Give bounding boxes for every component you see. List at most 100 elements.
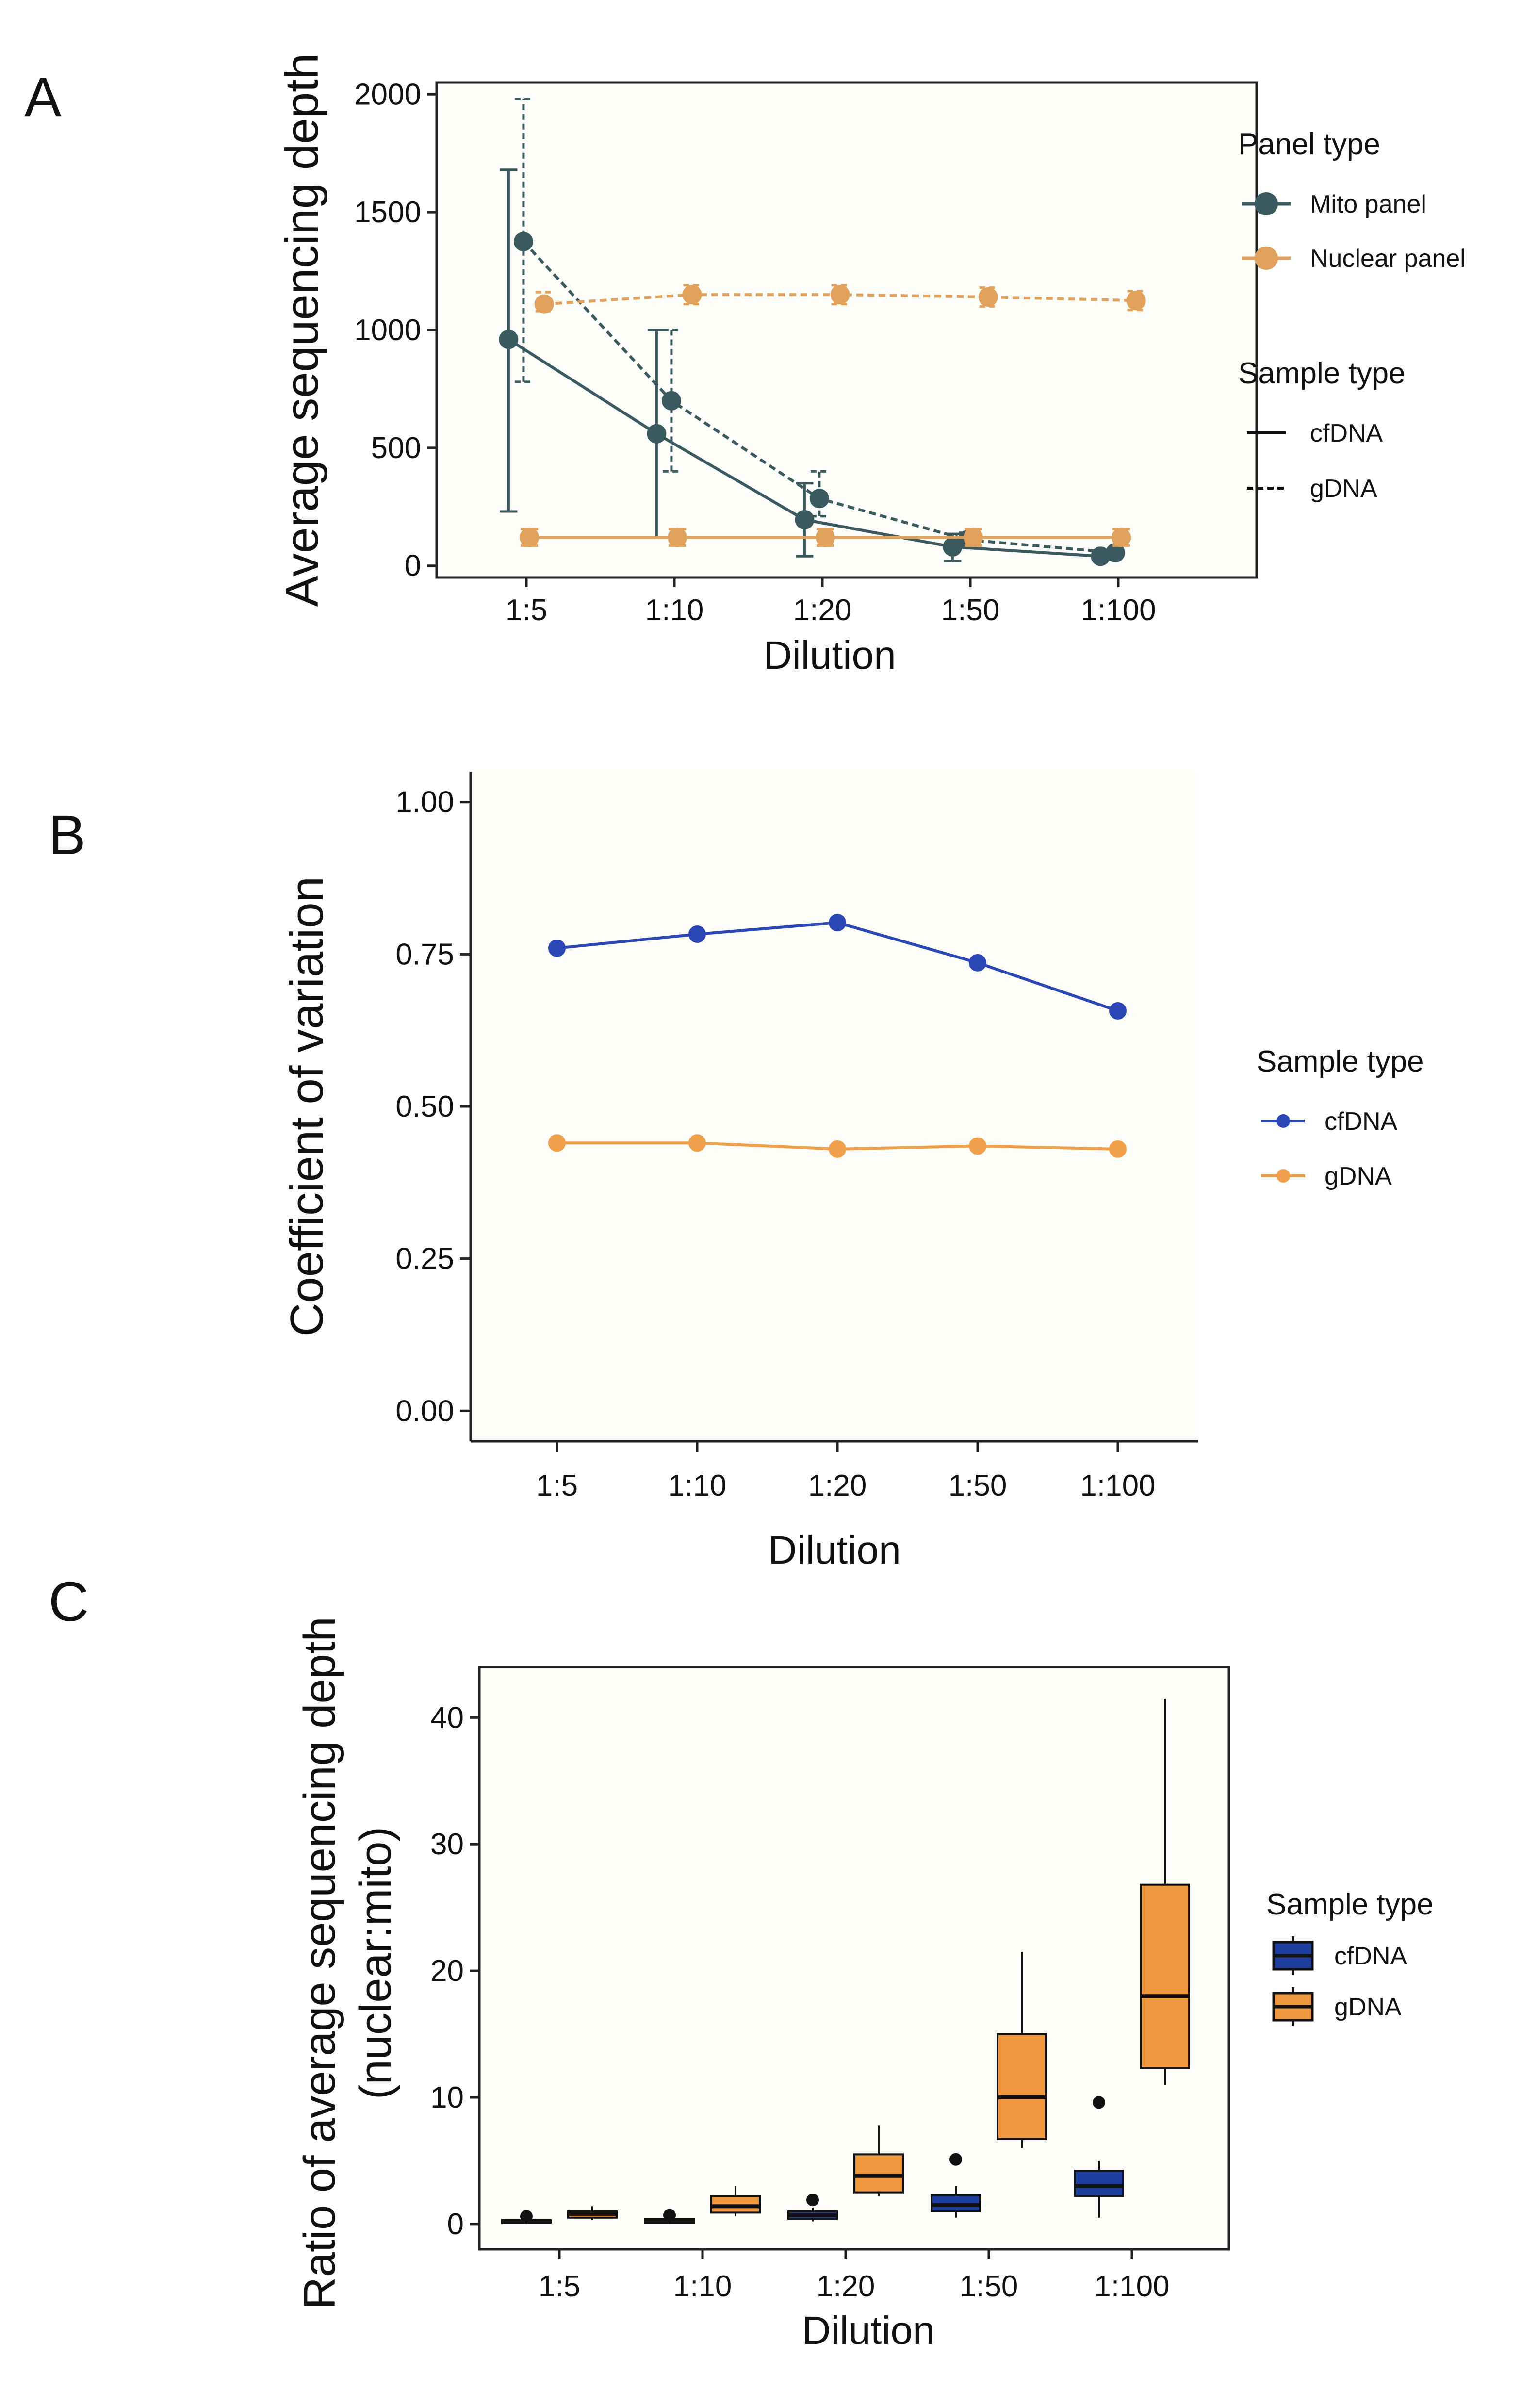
data-point (548, 1134, 566, 1152)
panel-a-x-axis-title: Dilution (763, 633, 896, 677)
x-tick-label: 1:20 (817, 2270, 875, 2303)
box (997, 2033, 1047, 2141)
x-tick-label: 1:5 (539, 2270, 580, 2303)
data-point (520, 528, 540, 547)
y-tick-label: 2000 (354, 78, 421, 111)
panel-c-y-axis: 0 10 20 30 40 (430, 1701, 479, 2241)
x-tick-label: 1:5 (536, 1469, 578, 1502)
legend-label-gdna-a: gDNA (1310, 475, 1377, 503)
panel-b-legend-title: Sample type (1257, 1045, 1424, 1078)
panel-b-x-axis: 1:5 1:10 1:20 1:50 1:100 (536, 1441, 1156, 1502)
y-tick-label: 1.00 (395, 786, 454, 819)
data-point (1112, 528, 1131, 547)
panel-b-series (548, 914, 1127, 1158)
panel-c-y-axis-title: Ratio of average sequencing depth (295, 1616, 344, 2309)
box-outlier (663, 2209, 676, 2222)
data-point (969, 1137, 986, 1155)
data-point (1109, 1002, 1127, 1020)
legend-nuclear-marker (1255, 247, 1278, 270)
y-tick-label: 0 (405, 549, 421, 583)
box (853, 2153, 904, 2194)
panel-c-boxes (501, 1699, 1190, 2224)
x-tick-label: 1:50 (949, 1469, 1007, 1502)
y-tick-label: 40 (430, 1701, 464, 1734)
x-tick-label: 1:20 (793, 594, 852, 627)
panel-b-y-axis: 0.00 0.25 0.50 0.75 1.00 (395, 786, 471, 1428)
data-point (943, 537, 963, 557)
legend-label-cfdna-b: cfDNA (1325, 1107, 1398, 1136)
x-tick-label: 1:5 (506, 594, 547, 627)
panel-c-x-axis: 1:5 1:10 1:20 1:50 1:100 (539, 2249, 1170, 2303)
panel-b-plot: 0.00 0.25 0.50 0.75 1.00 1:5 1:10 1:20 1:50 1:10… (395, 772, 1198, 1502)
y-tick-label: 0.00 (395, 1394, 454, 1428)
x-tick-label: 1:20 (808, 1469, 867, 1502)
panel-b-legend: Sample type cfDNA gDNA (1257, 1045, 1424, 1190)
box-outlier (806, 2194, 819, 2207)
data-point (830, 285, 850, 305)
x-tick-label: 1:10 (668, 1469, 727, 1502)
panel-c-legend-title: Sample type (1266, 1888, 1434, 1921)
legend-gdna-marker-b (1276, 1169, 1290, 1183)
y-tick-label: 30 (430, 1828, 464, 1861)
panel-a-legend: Panel type Mito panel Nuclear panel Samp… (1238, 128, 1466, 503)
y-tick-label: 0 (447, 2208, 464, 2241)
box (1074, 2170, 1124, 2197)
legend-mito-marker (1255, 192, 1278, 215)
x-tick-label: 1:10 (673, 2270, 732, 2303)
panel-b-y-axis-title: Coefficient of variation (281, 876, 333, 1336)
data-point (668, 528, 687, 547)
y-tick-label: 20 (430, 1954, 464, 1988)
box-outlier (1093, 2096, 1105, 2109)
x-tick-label: 1:10 (645, 594, 704, 627)
panel-a-series (499, 98, 1146, 566)
y-tick-label: 500 (371, 431, 421, 465)
data-point (1105, 543, 1125, 562)
box-outlier (520, 2210, 533, 2223)
data-point (534, 294, 554, 314)
x-tick-label: 1:50 (941, 594, 1000, 627)
data-point (1126, 291, 1146, 311)
y-tick-label: 1000 (354, 313, 421, 347)
data-point (809, 489, 829, 509)
panel-a-legend-title-panel: Panel type (1238, 128, 1380, 161)
panel-a-y-axis: 0 500 1000 1500 2000 (354, 78, 437, 583)
box (1140, 1883, 1190, 2069)
x-tick-label: 1:50 (960, 2270, 1018, 2303)
panel-a-legend-title-sample: Sample type (1238, 357, 1406, 390)
legend-label-cfdna-a: cfDNA (1310, 419, 1383, 447)
box-outlier (949, 2153, 962, 2166)
data-point (829, 914, 846, 932)
panel-letter-b: B (49, 804, 86, 866)
data-point (513, 231, 533, 251)
y-tick-label: 0.25 (395, 1242, 454, 1276)
data-point (499, 330, 519, 349)
panel-a-plot-frame (435, 81, 1258, 579)
panel-c-y-axis-title-line2: (nuclear:mito) (351, 1827, 400, 2099)
y-tick-label: 0.75 (395, 938, 454, 971)
data-point (964, 528, 983, 547)
panel-c-x-axis-title: Dilution (802, 2309, 934, 2353)
y-tick-label: 0.50 (395, 1090, 454, 1123)
panel-a-x-axis: 1:5 1:10 1:20 1:50 1:100 (506, 577, 1156, 627)
data-point (829, 1140, 846, 1158)
panel-letter-a: A (24, 66, 62, 129)
data-point (978, 287, 998, 307)
data-point (1109, 1140, 1127, 1158)
panel-letter-c: C (49, 1571, 89, 1633)
legend-label-cfdna-c: cfDNA (1334, 1942, 1407, 1970)
x-tick-label: 1:100 (1080, 1469, 1155, 1502)
data-point (647, 424, 667, 444)
panel-a-plot: 0 500 1000 1500 2000 1:5 1:10 1:20 1:50 1:100 (354, 78, 1258, 627)
panel-c-legend: Sample type cfDNA gDNA (1266, 1888, 1434, 2026)
panel-c-plot: 0 10 20 30 40 1:5 1:10 1:20 1:50 1:100 (430, 1666, 1230, 2303)
legend-label-gdna-b: gDNA (1325, 1162, 1392, 1190)
y-tick-label: 1500 (354, 196, 421, 229)
panel-b-x-axis-title: Dilution (768, 1528, 900, 1572)
x-tick-label: 1:100 (1094, 2270, 1169, 2303)
data-point (795, 510, 815, 529)
x-tick-label: 1:100 (1080, 594, 1156, 627)
legend-label-mito-panel: Mito panel (1310, 190, 1426, 218)
panel-c-plot-frame (478, 1666, 1230, 2251)
data-point (816, 528, 835, 547)
